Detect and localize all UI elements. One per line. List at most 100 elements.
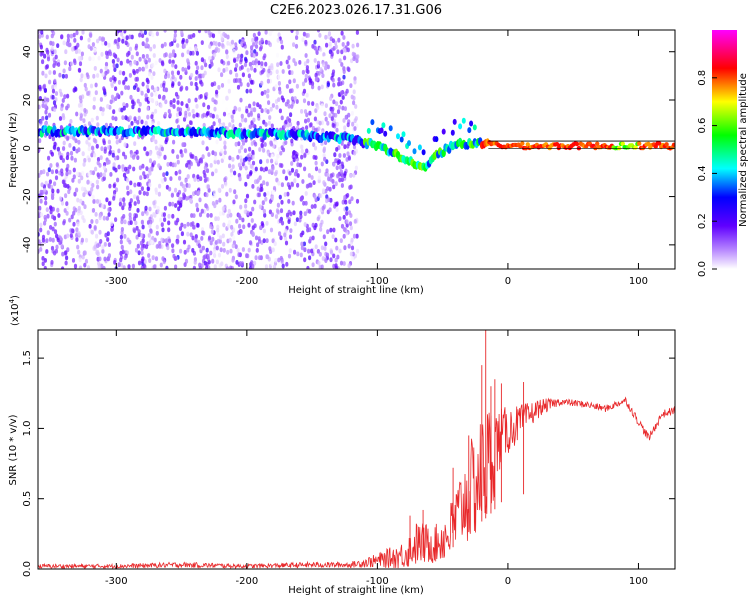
y-tick-label: -40 xyxy=(22,237,33,253)
noise-speckle xyxy=(238,261,242,266)
noise-speckle xyxy=(232,199,236,205)
noise-speckle xyxy=(147,253,151,258)
noise-speckle xyxy=(330,116,334,121)
noise-speckle xyxy=(287,64,291,70)
noise-speckle xyxy=(274,258,278,263)
noise-speckle xyxy=(173,30,177,34)
noise-speckle xyxy=(331,234,335,240)
noise-speckle xyxy=(140,219,144,225)
noise-speckle xyxy=(266,73,270,78)
noise-speckle xyxy=(86,179,90,185)
noise-speckle xyxy=(103,88,107,93)
noise-speckle xyxy=(106,160,110,166)
noise-speckle xyxy=(315,49,319,54)
noise-speckle xyxy=(251,151,255,157)
noise-speckle xyxy=(152,44,156,49)
noise-speckle xyxy=(64,49,68,55)
noise-speckle xyxy=(244,156,248,162)
noise-speckle xyxy=(48,70,52,75)
noise-speckle xyxy=(296,182,300,188)
noise-speckle xyxy=(320,161,324,167)
noise-speckle xyxy=(289,211,293,217)
noise-speckle xyxy=(154,108,158,114)
noise-speckle xyxy=(302,88,307,94)
noise-speckle xyxy=(148,158,153,164)
noise-speckle xyxy=(73,60,77,66)
noise-speckle xyxy=(167,220,171,226)
noise-speckle xyxy=(198,212,203,218)
noise-speckle xyxy=(142,263,146,269)
ridge-cell xyxy=(452,118,457,125)
noise-speckle xyxy=(180,222,184,228)
ridge-cell xyxy=(388,125,393,132)
noise-speckle xyxy=(158,183,162,189)
noise-speckle xyxy=(221,233,225,239)
noise-speckle xyxy=(138,66,142,72)
noise-speckle xyxy=(82,118,86,123)
noise-speckle xyxy=(248,103,252,109)
noise-speckle xyxy=(292,150,296,156)
noise-speckle xyxy=(72,135,76,141)
noise-speckle xyxy=(353,150,357,156)
ridge-cell xyxy=(469,120,474,127)
noise-speckle xyxy=(267,100,271,105)
noise-speckle xyxy=(347,210,352,216)
noise-speckle xyxy=(181,52,185,58)
noise-speckle xyxy=(80,237,84,243)
noise-speckle xyxy=(117,37,121,43)
noise-speckle xyxy=(260,61,264,66)
noise-speckle xyxy=(224,181,228,187)
noise-speckle xyxy=(347,156,351,161)
noise-speckle xyxy=(42,169,46,175)
noise-speckle xyxy=(47,183,51,189)
noise-speckle xyxy=(187,65,191,70)
noise-speckle xyxy=(280,115,284,121)
noise-speckle xyxy=(350,245,355,251)
noise-speckle xyxy=(44,104,48,109)
noise-speckle xyxy=(241,72,245,78)
noise-speckle xyxy=(314,108,318,113)
noise-speckle xyxy=(91,183,95,188)
noise-speckle xyxy=(222,222,226,228)
noise-speckle xyxy=(122,105,126,111)
noise-speckle xyxy=(219,247,223,253)
noise-speckle xyxy=(213,106,217,112)
noise-speckle xyxy=(125,52,130,58)
noise-speckle xyxy=(101,40,105,46)
noise-speckle xyxy=(66,93,70,99)
noise-speckle xyxy=(253,223,257,229)
noise-speckle xyxy=(107,212,111,217)
noise-speckle xyxy=(41,70,45,76)
noise-speckle xyxy=(326,172,330,178)
noise-speckle xyxy=(250,79,254,85)
noise-speckle xyxy=(146,106,150,111)
noise-speckle xyxy=(345,211,349,216)
noise-speckle xyxy=(65,155,69,161)
noise-speckle xyxy=(215,139,219,145)
noise-speckle xyxy=(167,73,171,79)
noise-speckle xyxy=(326,229,330,235)
noise-speckle xyxy=(353,118,357,124)
noise-speckle xyxy=(318,120,322,126)
noise-speckle xyxy=(237,213,241,219)
noise-speckle xyxy=(202,102,206,108)
noise-speckle xyxy=(334,158,338,164)
noise-speckle xyxy=(71,46,75,52)
noise-speckle xyxy=(259,225,263,231)
noise-speckle xyxy=(174,64,178,69)
noise-speckle xyxy=(352,89,356,95)
noise-speckle xyxy=(284,240,289,246)
noise-speckle xyxy=(46,213,50,219)
noise-speckle xyxy=(259,183,263,189)
noise-speckle xyxy=(228,57,232,62)
noise-speckle xyxy=(205,91,209,97)
noise-speckle xyxy=(113,190,117,195)
noise-speckle xyxy=(96,109,100,115)
noise-speckle xyxy=(59,92,63,97)
noise-speckle xyxy=(144,120,148,126)
noise-speckle xyxy=(251,37,255,43)
noise-speckle xyxy=(312,180,316,186)
noise-speckle xyxy=(77,139,81,145)
noise-speckle xyxy=(178,175,182,181)
noise-speckle xyxy=(75,227,79,233)
